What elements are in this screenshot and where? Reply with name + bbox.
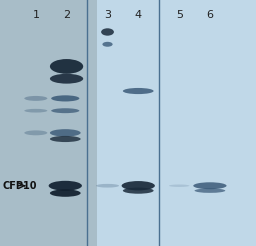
Ellipse shape (50, 59, 83, 74)
Text: 5: 5 (176, 10, 183, 20)
Ellipse shape (51, 108, 79, 113)
FancyBboxPatch shape (97, 0, 256, 246)
Ellipse shape (24, 96, 47, 101)
Ellipse shape (50, 189, 81, 197)
Ellipse shape (102, 42, 113, 47)
Text: CFP10: CFP10 (3, 181, 37, 191)
Text: 4: 4 (135, 10, 142, 20)
Ellipse shape (49, 181, 82, 191)
FancyBboxPatch shape (0, 0, 97, 246)
Ellipse shape (122, 181, 155, 190)
Ellipse shape (123, 187, 154, 194)
Ellipse shape (24, 109, 47, 112)
Ellipse shape (101, 28, 114, 36)
Text: 1: 1 (32, 10, 39, 20)
Text: 6: 6 (206, 10, 214, 20)
Text: 2: 2 (63, 10, 70, 20)
Ellipse shape (50, 74, 83, 84)
Ellipse shape (195, 188, 225, 193)
Ellipse shape (123, 88, 154, 94)
Ellipse shape (24, 130, 47, 135)
Text: 3: 3 (104, 10, 111, 20)
Ellipse shape (169, 184, 189, 187)
Ellipse shape (51, 95, 79, 101)
Ellipse shape (193, 182, 227, 189)
Ellipse shape (50, 136, 81, 142)
Ellipse shape (50, 129, 81, 137)
Ellipse shape (96, 184, 119, 187)
